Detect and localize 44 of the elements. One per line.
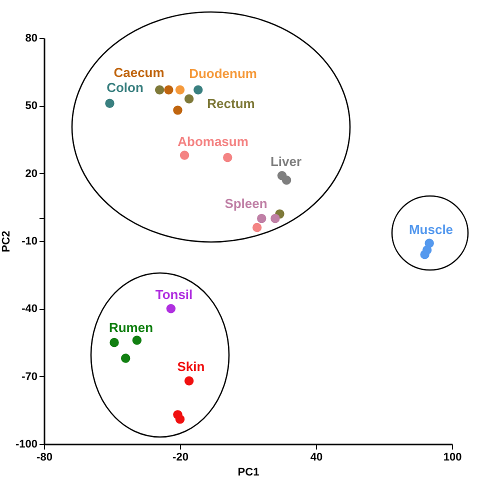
- point: [166, 304, 176, 314]
- point: [184, 376, 194, 386]
- point: [282, 176, 292, 185]
- point: [120, 354, 130, 363]
- x-axis-title: PC1: [238, 466, 260, 478]
- series-label: Spleen: [224, 196, 268, 211]
- point: [132, 336, 142, 345]
- x-tick-label: 40: [310, 452, 323, 464]
- series-label: Muscle: [408, 222, 454, 237]
- series-label: Caecum: [114, 65, 164, 80]
- y-tick-label: -70: [22, 370, 38, 383]
- point: [184, 94, 194, 104]
- x-tick-label: -20: [172, 452, 188, 464]
- point: [252, 222, 262, 232]
- point: [180, 150, 190, 160]
- point: [175, 414, 185, 424]
- y-axis-title: PC2: [0, 230, 12, 252]
- point: [420, 250, 430, 260]
- y-tick-label: -40: [22, 303, 38, 316]
- point: [105, 98, 114, 108]
- point: [222, 152, 232, 162]
- y-tick-label: 80: [25, 32, 38, 44]
- point: [164, 85, 174, 94]
- y-tick-label: -10: [22, 236, 38, 248]
- series-label: Colon: [106, 80, 144, 95]
- point: [110, 338, 119, 348]
- x-tick-label: 100: [443, 452, 462, 464]
- x-tick-label: -80: [36, 452, 52, 464]
- y-tick-label: 20: [25, 168, 38, 180]
- point: [256, 214, 266, 224]
- point: [194, 85, 203, 94]
- y-tick-label: 50: [25, 100, 38, 112]
- series-label: Skin: [177, 359, 205, 374]
- series-label: Tonsil: [155, 287, 193, 302]
- series-label: Duodenum: [189, 66, 257, 81]
- point: [154, 85, 164, 94]
- y-tick-label: -100: [15, 438, 38, 450]
- point: [175, 85, 185, 94]
- series-label: Rectum: [207, 96, 255, 111]
- series-label: Liver: [270, 154, 302, 169]
- point: [173, 106, 182, 115]
- series-label: Rumen: [108, 320, 154, 335]
- point: [270, 214, 280, 224]
- series-label: Abomasum: [178, 134, 248, 149]
